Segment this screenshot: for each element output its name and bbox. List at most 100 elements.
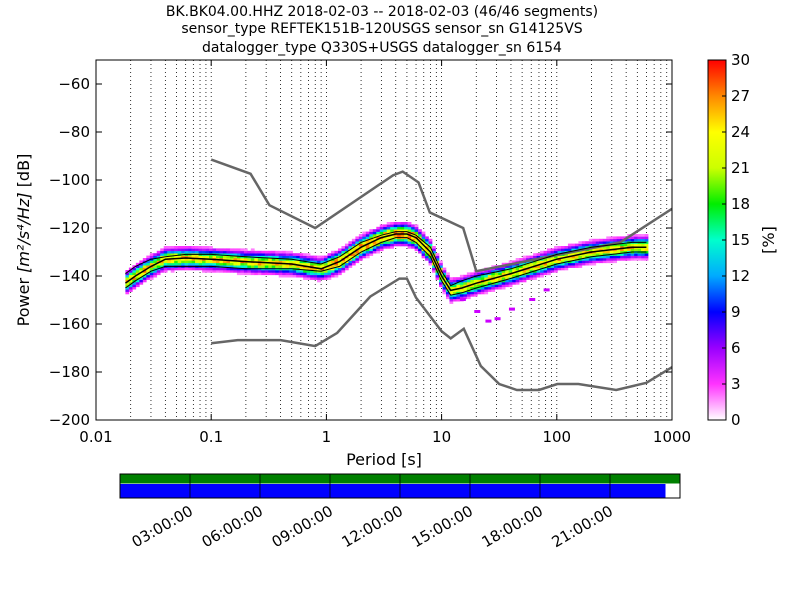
psd-cell <box>459 296 464 300</box>
psd-cell <box>421 241 426 244</box>
psd-cell <box>585 241 590 244</box>
psd-cell <box>306 277 311 280</box>
psd-cell <box>540 272 544 276</box>
psd-cell <box>209 267 213 271</box>
psd-cell <box>526 265 530 268</box>
psd-cell <box>369 248 374 252</box>
psd-cell <box>400 234 405 237</box>
psd-cell <box>310 255 314 259</box>
psd-cell <box>581 255 586 259</box>
psd-cell <box>188 258 192 261</box>
psd-cell <box>334 270 339 273</box>
psd-cell <box>222 260 227 264</box>
psd-cell <box>595 253 600 256</box>
psd-cell <box>163 246 168 249</box>
psd-cell <box>630 248 635 252</box>
psd-cell <box>250 265 255 268</box>
psd-cell <box>344 253 349 256</box>
colorbar-tick-label: 21 <box>731 159 750 177</box>
psd-cell <box>432 255 436 259</box>
psd-cell <box>292 253 297 256</box>
psd-cell <box>540 265 544 268</box>
psd-cell <box>149 255 154 259</box>
psd-cell <box>132 286 137 290</box>
psd-cell <box>609 258 614 261</box>
psd-cell <box>264 258 269 261</box>
psd-cell <box>365 231 370 235</box>
y-tick-label: −140 <box>49 267 90 285</box>
psd-cell <box>240 262 245 266</box>
psd-cell <box>456 294 461 297</box>
psd-cell <box>362 250 367 254</box>
psd-cell <box>264 260 269 264</box>
psd-cell <box>376 226 381 230</box>
x-tick-label: 1 <box>322 428 332 446</box>
psd-cell <box>337 258 342 261</box>
median-line <box>124 233 647 292</box>
psd-cell <box>303 255 307 259</box>
psd-cell <box>498 267 503 271</box>
psd-cell <box>418 246 422 249</box>
psd-cell <box>529 272 534 276</box>
psd-cell <box>351 238 356 242</box>
psd-cell <box>418 248 422 252</box>
psd-cell <box>634 234 638 237</box>
psd-cell <box>257 272 262 276</box>
psd-cell <box>411 246 415 249</box>
psd-cell <box>404 231 408 235</box>
psd-cell <box>567 265 572 268</box>
psd-cell <box>341 270 346 273</box>
psd-cell <box>177 246 182 249</box>
psd-cell <box>222 250 227 254</box>
psd-cell <box>452 298 457 302</box>
psd-cell <box>390 243 395 247</box>
y-tick-label: −80 <box>58 123 90 141</box>
psd-cell <box>560 248 565 252</box>
psd-cell <box>355 260 360 264</box>
psd-cell <box>369 234 374 237</box>
psd-cell <box>404 241 408 244</box>
psd-cell <box>261 272 266 276</box>
psd-cell <box>411 226 415 230</box>
psd-cell <box>529 267 534 271</box>
psd-cell <box>606 241 611 244</box>
psd-cell <box>299 253 304 256</box>
time-tick-label: 12:00:00 <box>339 502 406 551</box>
psd-cell <box>557 262 562 266</box>
psd-cell <box>383 236 388 240</box>
psd-cell <box>365 246 370 249</box>
psd-cell <box>156 262 161 266</box>
x-tick-label: 10 <box>432 428 451 446</box>
psd-cell <box>195 262 199 266</box>
time-tick-label: 09:00:00 <box>269 502 336 551</box>
psd-cell <box>264 272 269 276</box>
psd-cell <box>156 270 161 273</box>
psd-cell <box>452 279 457 283</box>
psd-cell <box>334 265 339 268</box>
psd-cell <box>644 243 649 247</box>
psd-cell <box>278 258 283 261</box>
psd-cell <box>254 265 259 268</box>
psd-cell <box>571 243 576 247</box>
psd-cell <box>463 277 468 280</box>
psd-cell <box>167 262 172 266</box>
psd-cell <box>414 243 419 247</box>
psd-cell <box>442 272 447 276</box>
psd-cell <box>226 260 231 264</box>
psd-cell <box>613 253 618 256</box>
psd-cell <box>442 291 447 295</box>
psd-cell <box>222 255 227 259</box>
psd-cell <box>439 260 443 264</box>
chart-title-line-3: datalogger_type Q330S+USGS datalogger_sn… <box>202 40 562 56</box>
psd-cell <box>393 226 398 230</box>
psd-cell <box>184 255 189 259</box>
psd-cell <box>191 250 196 254</box>
psd-cell <box>466 286 471 290</box>
psd-cell <box>411 231 415 235</box>
colorbar-tick-label: 30 <box>731 51 750 69</box>
psd-cell <box>442 267 447 271</box>
psd-cell <box>303 258 307 261</box>
psd-cell <box>216 267 220 271</box>
psd-cell <box>188 250 192 254</box>
psd-cell <box>397 243 401 247</box>
